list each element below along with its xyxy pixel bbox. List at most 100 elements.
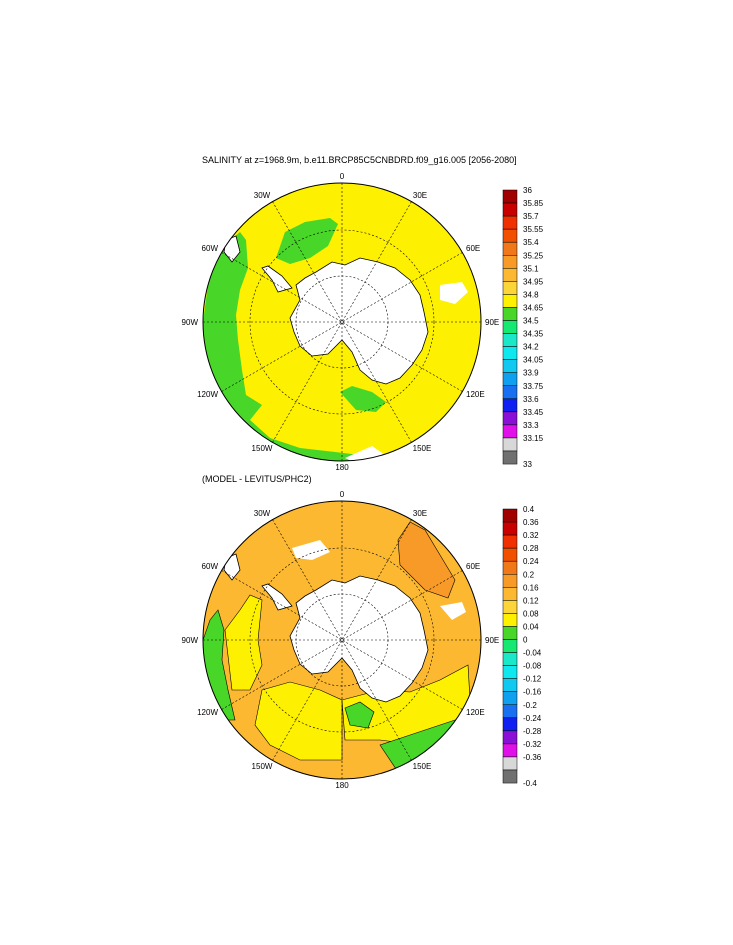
panel1-colorbar-label: 34.5: [523, 317, 539, 326]
panel2-lon-labels: 0 30E 60E 90E 120E 150E 180 150W 120W 90…: [182, 490, 500, 790]
panel1-colorbar-label: 33.9: [523, 369, 539, 378]
p1-lon-150w: 150W: [252, 444, 273, 453]
panel1-colorbar-swatch: [502, 398, 518, 413]
panel1-map-border: [202, 182, 482, 462]
panel2-colorbar-swatch: [502, 508, 518, 523]
panel2-colorbar-label: 0.4: [523, 505, 535, 514]
panel1-colorbar-label: 35.1: [523, 264, 539, 273]
p2-lon-150w: 150W: [252, 762, 273, 771]
p2-lon-30e: 30E: [413, 509, 427, 518]
panel2-colorbar-swatch: [502, 534, 518, 549]
p1-lon-60e: 60E: [466, 244, 480, 253]
panel1-colorbar-swatch: [502, 437, 518, 452]
p1-lon-0: 0: [340, 172, 345, 181]
panel2-yellow-region-west: [224, 594, 263, 691]
panel2-colorbar-label: -0.36: [523, 753, 542, 762]
panel2-colorbar-label: 0.24: [523, 557, 539, 566]
panel1-green-region-west: [203, 232, 262, 420]
panel1-colorbar-label: 35.7: [523, 212, 539, 221]
panel1-colorbar-label: 34.95: [523, 277, 544, 286]
panel1-title: SALINITY at z=1968.9m, b.e11.BRCP85C5CNB…: [202, 155, 517, 165]
panel2-map-border: [202, 500, 482, 780]
panel1-map: [202, 182, 482, 462]
panel2-colorbar-swatch: [502, 704, 518, 719]
panel2-colorbar-swatch: [502, 691, 518, 706]
panel2-colorbar-swatch: [502, 613, 518, 627]
panel2-colorbar-label: -0.04: [523, 649, 542, 658]
panel2-colorbar-label: 0.12: [523, 596, 539, 605]
p2-lon-120e: 120E: [466, 708, 485, 717]
p2-lon-60e: 60E: [466, 562, 480, 571]
panel2-colorbar-label: 0.16: [523, 583, 539, 592]
p2-lon-180: 180: [335, 781, 349, 790]
panel2-colorbar-swatch: [502, 626, 518, 640]
panel1-colorbar-label: 35.4: [523, 238, 539, 247]
panel2-colorbar-label: -0.4: [523, 779, 537, 788]
panel1-colorbar-label: 34.05: [523, 356, 544, 365]
panel1-colorbar-label: 36: [523, 186, 532, 195]
panel2-nodata-east: [440, 602, 466, 620]
panel2-colorbar-label: -0.16: [523, 688, 542, 697]
panel1-colorbar-label: 35.25: [523, 251, 544, 260]
panel1-colorbar-swatch: [502, 268, 518, 282]
panel2-colorbar-swatch: [502, 574, 518, 588]
panel2-colorbar-label: 0.32: [523, 531, 539, 540]
panel2-map: [202, 500, 482, 780]
panel1-colorbar-swatch: [502, 255, 518, 269]
panel2-colorbar-swatch: [502, 587, 518, 601]
p1-lon-30e: 30E: [413, 191, 427, 200]
panel2-antarctica: [289, 575, 429, 703]
panel2-colorbar-swatch: [502, 730, 518, 745]
p2-lon-90w: 90W: [182, 636, 199, 645]
panel1-colorbar-label: 33.6: [523, 395, 539, 404]
panel1-green-weddell: [276, 218, 338, 264]
panel1-colorbar-swatch: [502, 359, 518, 373]
panel1-colorbar: 36 35.85 35.7 35.55 35.4 35.25 35.1 34.95 34.8 34…: [502, 186, 544, 469]
panel2-green-ross: [344, 701, 375, 729]
panel2-colorbar-swatch: [502, 560, 518, 575]
panel2-colorbar-label: -0.28: [523, 727, 542, 736]
panel1-colorbar-label: 33.3: [523, 421, 539, 430]
p2-lon-120w: 120W: [197, 708, 218, 717]
panel2-colorbar-swatch: [502, 521, 518, 536]
panel1-colorbar-label: 35.85: [523, 199, 544, 208]
panel1-nodata-east: [440, 282, 468, 304]
panel1-colorbar-swatch: [502, 189, 518, 204]
panel1-colorbar-label: 33: [523, 460, 532, 469]
panel1-colorbar-swatch: [502, 320, 518, 334]
p2-lon-0: 0: [340, 490, 345, 499]
panel2-colorbar-swatch: [502, 665, 518, 679]
panel2-colorbar-swatch: [502, 743, 518, 758]
panel2-graticule: [203, 501, 481, 779]
panel2-colorbar-label: -0.24: [523, 714, 542, 723]
p2-lon-150e: 150E: [413, 762, 432, 771]
panel2-colorbar-swatch: [502, 717, 518, 732]
panel2-colorbar-swatch: [502, 652, 518, 666]
panel2-colorbar-label: -0.2: [523, 701, 537, 710]
p1-lon-120e: 120E: [466, 390, 485, 399]
panel2-title: (MODEL - LEVITUS/PHC2): [202, 474, 312, 484]
panel2-colorbar-swatch: [502, 678, 518, 692]
panel1-colorbar-label: 35.55: [523, 225, 544, 234]
panel2-colorbar-label: 0: [523, 636, 528, 645]
panel2-colorbar-label: -0.12: [523, 675, 542, 684]
panel1-colorbar-swatch: [502, 215, 518, 230]
panel2-nodata-weddell: [292, 540, 330, 560]
panel1-colorbar-label: 34.65: [523, 303, 544, 312]
panel2-colorbar-label: 0.2: [523, 570, 535, 579]
p2-lon-90e: 90E: [485, 636, 499, 645]
panel1-colorbar-swatch: [502, 346, 518, 360]
panel1-colorbar-swatch: [502, 411, 518, 426]
panel1-graticule: [203, 183, 481, 461]
p1-lon-90w: 90W: [182, 318, 199, 327]
panel1-green-ross: [340, 386, 386, 412]
p1-lon-90e: 90E: [485, 318, 499, 327]
panel1-antarctic-peninsula: [261, 265, 293, 293]
p2-lon-60w: 60W: [202, 562, 219, 571]
panel2-orange-patch: [397, 521, 456, 599]
panel1-nodata-south: [345, 446, 385, 461]
panel2-colorbar-swatch: [502, 547, 518, 562]
panel1-lon-labels: 0 30E 60E 90E 120E 150E 180 150W 120W 90…: [182, 172, 500, 472]
p1-lon-30w: 30W: [254, 191, 271, 200]
